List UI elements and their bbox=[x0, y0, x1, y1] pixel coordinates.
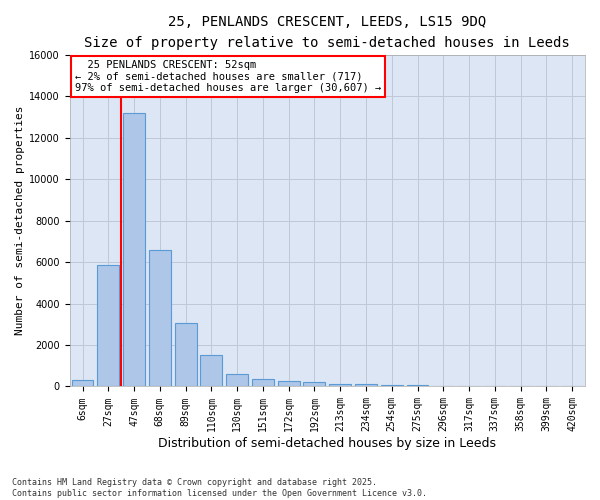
Bar bbox=[123, 113, 145, 386]
Bar bbox=[304, 382, 325, 386]
Bar bbox=[226, 374, 248, 386]
Bar bbox=[252, 379, 274, 386]
Bar bbox=[149, 250, 171, 386]
Bar bbox=[329, 384, 351, 386]
Text: 25 PENLANDS CRESCENT: 52sqm
← 2% of semi-detached houses are smaller (717)
97% o: 25 PENLANDS CRESCENT: 52sqm ← 2% of semi… bbox=[75, 60, 381, 93]
Title: 25, PENLANDS CRESCENT, LEEDS, LS15 9DQ
Size of property relative to semi-detache: 25, PENLANDS CRESCENT, LEEDS, LS15 9DQ S… bbox=[85, 15, 570, 50]
Text: Contains HM Land Registry data © Crown copyright and database right 2025.
Contai: Contains HM Land Registry data © Crown c… bbox=[12, 478, 427, 498]
Bar bbox=[200, 356, 223, 386]
Bar bbox=[97, 266, 119, 386]
Bar bbox=[381, 385, 403, 386]
Bar bbox=[355, 384, 377, 386]
Bar bbox=[71, 380, 94, 386]
Bar bbox=[175, 324, 197, 386]
Bar bbox=[278, 380, 299, 386]
X-axis label: Distribution of semi-detached houses by size in Leeds: Distribution of semi-detached houses by … bbox=[158, 437, 496, 450]
Y-axis label: Number of semi-detached properties: Number of semi-detached properties bbox=[15, 106, 25, 336]
